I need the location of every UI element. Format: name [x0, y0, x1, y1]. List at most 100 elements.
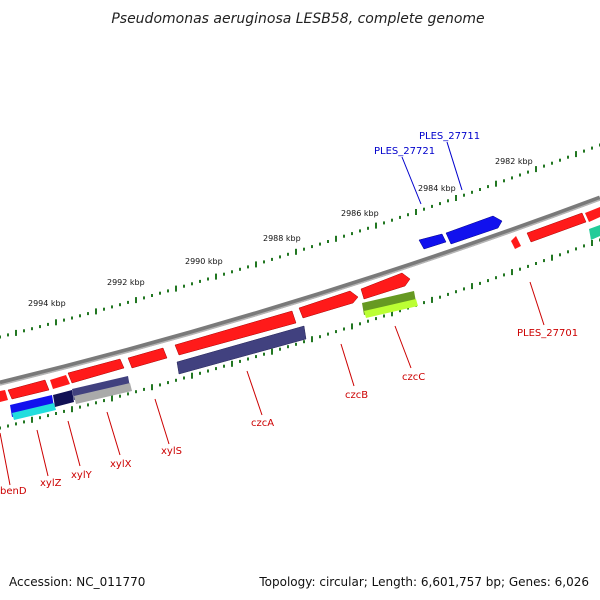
minor-tick: [583, 244, 585, 248]
minor-tick: [567, 155, 569, 159]
gene-label-ples27721[interactable]: PLES_27721: [374, 146, 435, 157]
gene-box-navy-xylY[interactable]: [53, 390, 74, 407]
gene-arrow-blue-ples27721[interactable]: [418, 233, 447, 250]
minor-tick: [263, 260, 265, 264]
minor-tick: [551, 161, 553, 165]
minor-tick: [383, 221, 385, 225]
minor-tick: [7, 424, 9, 428]
minor-tick: [455, 290, 457, 294]
reverse-genes: [10, 291, 418, 420]
major-tick: [111, 395, 113, 402]
major-tick: [455, 195, 457, 201]
major-tick: [335, 235, 337, 242]
major-tick: [295, 248, 297, 255]
gene-label-xylS[interactable]: xylS: [161, 446, 182, 457]
minor-tick: [463, 287, 465, 291]
major-tick: [135, 297, 137, 304]
minor-tick: [423, 301, 425, 305]
minor-tick: [239, 267, 241, 271]
gene-arrow-red-czcA[interactable]: [174, 310, 297, 356]
major-tick: [191, 372, 193, 379]
minor-tick: [175, 378, 177, 382]
minor-tick: [231, 270, 233, 274]
gene-arrow-red-xylZ[interactable]: [7, 379, 50, 400]
minor-tick: [119, 303, 121, 307]
minor-tick: [63, 318, 65, 322]
gene-label-xylY[interactable]: xylY: [71, 470, 93, 481]
major-tick: [351, 323, 353, 330]
gene-arrow-teal[interactable]: [589, 225, 600, 240]
gene-label-czcB[interactable]: czcB: [345, 390, 368, 401]
gene-arrow-red-xylS[interactable]: [127, 347, 168, 369]
minor-tick: [247, 357, 249, 361]
major-tick: [471, 283, 473, 290]
gene-labels: PLES_27711 PLES_27721 PLES_27701 czcC cz…: [0, 131, 578, 497]
gene-label-czcC[interactable]: czcC: [402, 372, 425, 383]
major-tick: [271, 348, 273, 355]
minor-tick: [503, 273, 505, 277]
major-tick: [551, 254, 553, 261]
minor-tick: [383, 314, 385, 318]
major-tick: [311, 336, 313, 343]
minor-tick: [39, 325, 41, 329]
major-tick: [391, 310, 393, 317]
minor-tick: [167, 381, 169, 385]
tick-label-2982: 2982 kbp: [495, 157, 533, 166]
minor-tick: [287, 252, 289, 256]
gene-label-czcA[interactable]: czcA: [251, 418, 274, 429]
gene-label-xylZ[interactable]: xylZ: [40, 478, 62, 489]
minor-tick: [255, 355, 257, 359]
minor-tick: [367, 319, 369, 323]
gene-label-benD[interactable]: benD: [0, 486, 27, 497]
tick-labels: 2982 kbp 2984 kbp 2986 kbp 2988 kbp 2990…: [28, 157, 533, 308]
major-tick: [55, 319, 57, 326]
minor-tick: [319, 242, 321, 246]
gene-arrow-red-czcC[interactable]: [360, 272, 411, 300]
gene-label-xylX[interactable]: xylX: [110, 459, 132, 470]
gene-arrow-red-ples27701[interactable]: [511, 236, 521, 249]
gene-arrow-red-czcB[interactable]: [298, 290, 359, 319]
minor-tick: [167, 289, 169, 293]
minor-tick: [519, 267, 521, 271]
minor-tick: [47, 322, 49, 326]
gene-label-ples27711[interactable]: PLES_27711: [419, 131, 480, 142]
minor-tick: [263, 352, 265, 356]
gene-box-purple-czcA[interactable]: [176, 325, 307, 375]
minor-tick: [375, 317, 377, 321]
major-tick: [375, 222, 377, 229]
minor-tick: [79, 405, 81, 409]
minor-tick: [287, 345, 289, 349]
gene-arrow-red-xylX[interactable]: [67, 358, 125, 384]
minor-tick: [479, 281, 481, 285]
minor-tick: [103, 307, 105, 311]
minor-tick: [303, 247, 305, 251]
gene-arrow-red-1[interactable]: [526, 212, 587, 243]
minor-tick: [439, 295, 441, 299]
minor-tick: [327, 240, 329, 243]
minor-tick: [55, 412, 57, 415]
gene-arrow-red-2[interactable]: [585, 207, 600, 222]
minor-tick: [487, 279, 489, 283]
gene-label-ples27701[interactable]: PLES_27701: [517, 328, 578, 339]
minor-tick: [39, 416, 41, 420]
minor-tick: [311, 245, 313, 249]
minor-tick: [487, 185, 489, 189]
minor-tick: [183, 376, 185, 380]
minor-tick: [159, 291, 161, 295]
minor-tick: [423, 207, 425, 211]
minor-tick: [143, 387, 145, 391]
minor-tick: [247, 265, 249, 269]
minor-tick: [367, 226, 369, 230]
minor-tick: [543, 259, 545, 263]
minor-tick: [407, 213, 409, 217]
gene-arrow-red-benD[interactable]: [0, 390, 8, 402]
minor-tick: [439, 202, 441, 206]
major-tick: [495, 180, 497, 187]
map-title: Pseudomonas aeruginosa LESB58, complete …: [111, 11, 484, 27]
gene-arrow-blue-ples27711[interactable]: [445, 215, 503, 245]
gene-arrow-red-xylY[interactable]: [50, 375, 70, 389]
minor-tick: [343, 327, 345, 331]
genome-summary-text: Topology: circular; Length: 6,601,757 bp…: [258, 575, 589, 589]
tick-label-2990: 2990 kbp: [185, 257, 223, 266]
